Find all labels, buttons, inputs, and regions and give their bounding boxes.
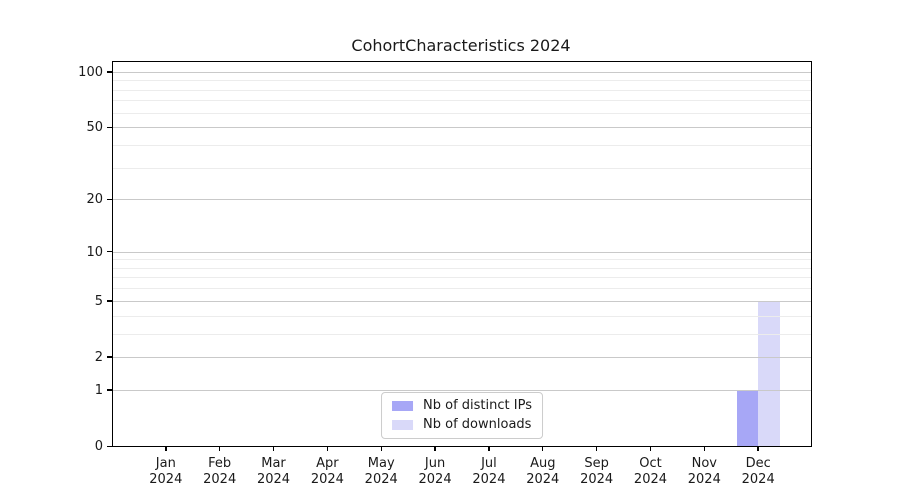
gridline-6 [113, 288, 811, 290]
x-tick-label: Jun 2024 [418, 456, 452, 487]
y-tick-mark [106, 126, 112, 129]
y-tick-label: 2 [94, 349, 103, 365]
y-tick-mark [106, 198, 112, 201]
legend: Nb of distinct IPs Nb of downloads [381, 392, 543, 439]
x-tick-mark [542, 447, 544, 452]
gridline-20 [113, 199, 811, 201]
gridline-8 [113, 267, 811, 269]
x-tick-label: Aug 2024 [526, 456, 560, 487]
x-tick-label: May 2024 [364, 456, 398, 487]
x-tick-mark [165, 447, 167, 452]
x-tick-label: Jul 2024 [472, 456, 506, 487]
legend-swatch-downloads-icon [392, 420, 414, 430]
gridline-60 [113, 112, 811, 114]
x-tick-label: Sep 2024 [580, 456, 614, 487]
x-tick-label: Nov 2024 [687, 456, 721, 487]
gridline-90 [113, 80, 811, 82]
gridline-80 [113, 89, 811, 91]
x-tick-mark [595, 447, 598, 452]
bar-nb-of-distinct-ips [736, 389, 759, 446]
y-tick-label: 10 [86, 244, 103, 260]
y-tick-label: 100 [78, 64, 103, 80]
gridline-4 [113, 315, 811, 317]
y-tick-label: 1 [94, 382, 103, 398]
x-tick-label: Oct 2024 [633, 456, 668, 487]
y-tick-label: 20 [86, 192, 103, 208]
y-tick-mark [106, 300, 112, 302]
gridline-70 [113, 100, 811, 102]
y-tick-label: 5 [94, 293, 103, 309]
y-tick-mark [106, 251, 112, 253]
gridline-30 [113, 167, 811, 169]
gridline-9 [113, 259, 811, 261]
x-tick-label: Feb 2024 [203, 456, 237, 487]
gridline-3 [113, 333, 811, 335]
x-tick-mark [757, 447, 759, 452]
x-tick-label: Apr 2024 [310, 456, 344, 487]
legend-item-downloads: Nb of downloads [392, 418, 532, 432]
x-tick-label: Mar 2024 [256, 456, 291, 487]
x-tick-mark [326, 447, 329, 452]
y-tick-mark [106, 389, 112, 391]
legend-label-downloads: Nb of downloads [423, 417, 532, 432]
x-tick-label: Jan 2024 [149, 456, 183, 487]
gridline-10 [113, 251, 811, 253]
gridline-50 [113, 127, 811, 129]
legend-item-distinct-ips: Nb of distinct IPs [392, 399, 532, 413]
gridline-7 [113, 277, 811, 279]
chart-title: CohortCharacteristics 2024 [351, 36, 571, 55]
gridline-1 [113, 389, 811, 391]
x-tick-label: Dec 2024 [741, 456, 775, 487]
gridline-2 [113, 356, 811, 358]
x-tick-mark [218, 447, 221, 452]
x-tick-mark [434, 447, 436, 452]
y-tick-mark [106, 356, 112, 358]
x-tick-mark [272, 447, 275, 452]
bar-nb-of-downloads [758, 300, 780, 446]
gridline-40 [113, 144, 811, 146]
x-tick-mark [380, 447, 382, 452]
legend-label-distinct-ips: Nb of distinct IPs [423, 398, 532, 413]
y-tick-label: 0 [94, 439, 103, 454]
plot-area: 0 1 2 5 10 20 50 100 Jan 2024 Feb 2024 Mar 2024 Ap… [78, 61, 812, 487]
gridline-5 [113, 300, 811, 302]
y-tick-mark [106, 71, 112, 73]
x-tick-mark [703, 447, 706, 452]
gridline-100 [113, 71, 811, 73]
x-tick-mark [488, 447, 490, 452]
legend-swatch-distinct-ips-icon [392, 401, 414, 411]
y-tick-mark [106, 445, 112, 447]
x-tick-mark [649, 447, 652, 452]
y-tick-label: 50 [86, 120, 103, 136]
